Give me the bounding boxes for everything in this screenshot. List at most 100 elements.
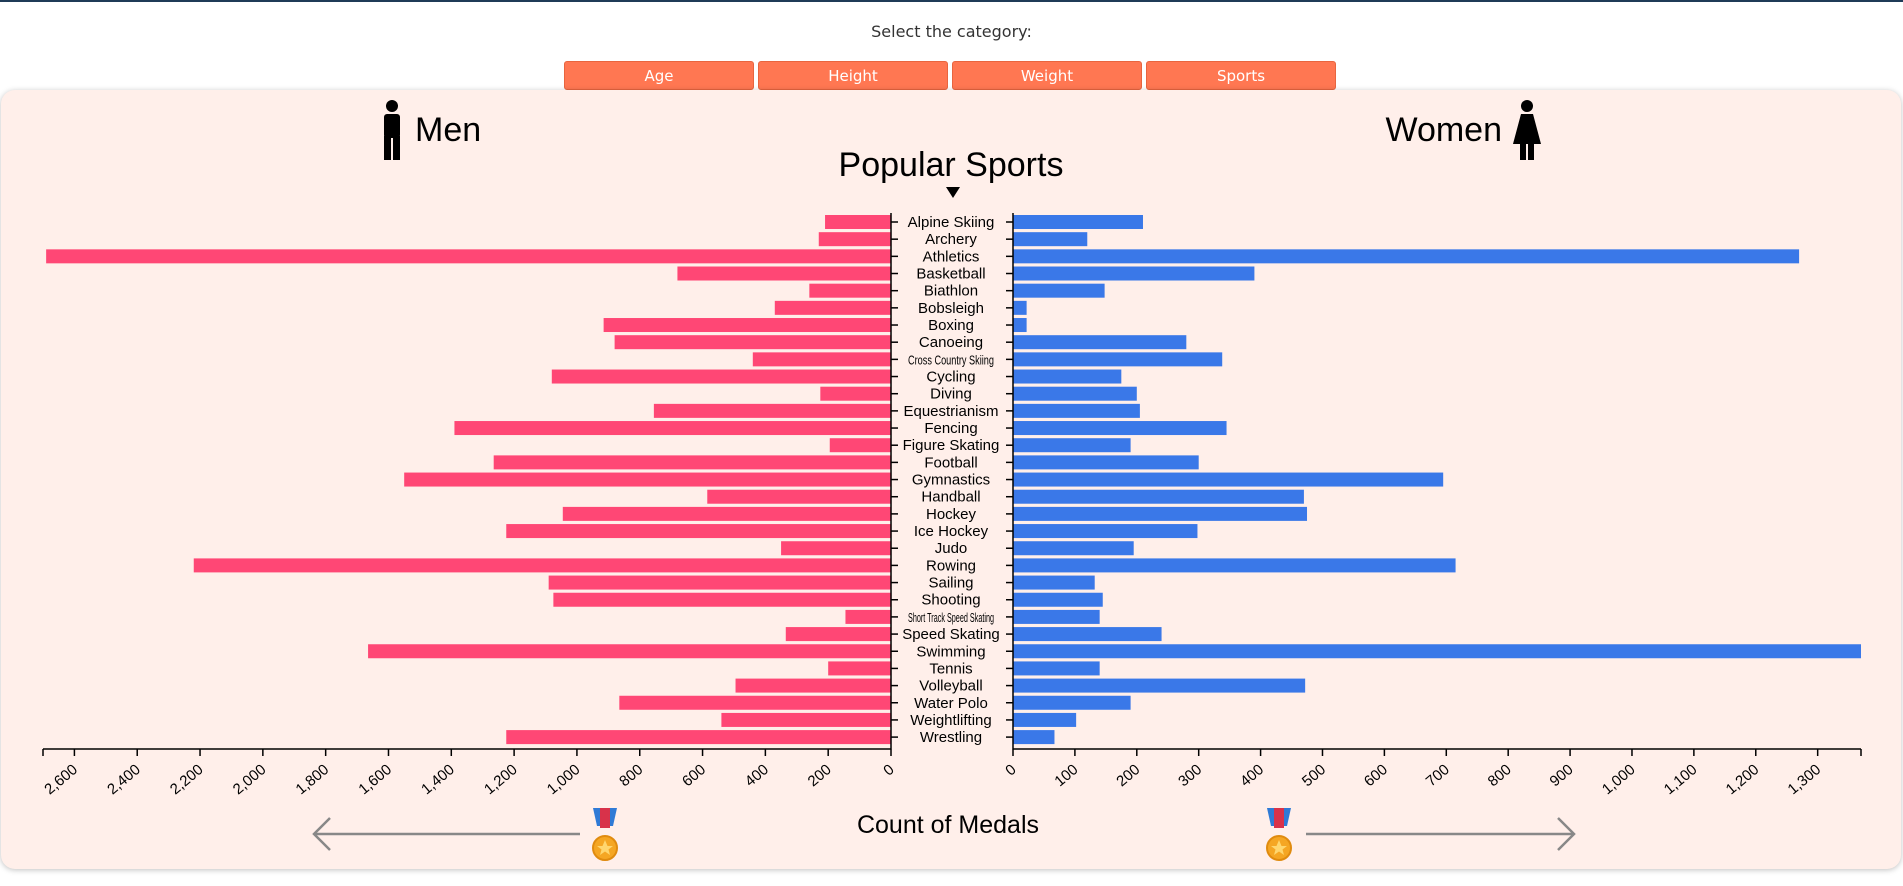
category-label: Basketball [916, 266, 985, 283]
men-bar-fencing[interactable] [454, 421, 891, 436]
category-label: Boxing [928, 317, 974, 334]
women-bar-cycling[interactable] [1013, 369, 1122, 384]
men-axis-tick-label: 2,200 [167, 761, 207, 798]
women-bar-volleyball[interactable] [1013, 678, 1306, 693]
sports-button[interactable]: Sports [1146, 61, 1336, 90]
men-bar-sailing[interactable] [548, 575, 891, 590]
women-bar-canoeing[interactable] [1013, 335, 1187, 350]
category-label: Swimming [916, 643, 985, 660]
women-bar-sailing[interactable] [1013, 575, 1095, 590]
men-axis-tick-label: 1,800 [293, 761, 333, 798]
women-bar-tennis[interactable] [1013, 661, 1100, 676]
women-bar-biathlon[interactable] [1013, 283, 1105, 298]
category-label: Bobsleigh [918, 300, 984, 317]
women-bar-equestrianism[interactable] [1013, 403, 1140, 418]
women-bar-hockey[interactable] [1013, 506, 1308, 521]
men-axis-tick-label: 400 [742, 761, 772, 790]
women-axis-tick-label: 900 [1547, 761, 1577, 790]
category-label: Archery [925, 231, 977, 248]
women-bar-cross-country-skiing[interactable] [1013, 352, 1223, 367]
women-bar-speed-skating[interactable] [1013, 627, 1162, 642]
men-bar-hockey[interactable] [562, 506, 891, 521]
men-bar-archery[interactable] [818, 232, 891, 247]
men-bar-rowing[interactable] [193, 558, 891, 573]
women-bar-fencing[interactable] [1013, 421, 1227, 436]
men-bar-athletics[interactable] [46, 249, 891, 264]
weight-button[interactable]: Weight [952, 61, 1142, 90]
category-label: Fencing [924, 420, 977, 437]
height-button[interactable]: Height [758, 61, 948, 90]
men-bar-volleyball[interactable] [735, 678, 891, 693]
men-axis-tick-label: 1,600 [355, 761, 395, 798]
men-bar-judo[interactable] [781, 541, 891, 556]
men-bar-figure-skating[interactable] [829, 438, 891, 453]
men-bar-swimming[interactable] [368, 644, 892, 659]
women-bar-figure-skating[interactable] [1013, 438, 1131, 453]
men-bar-water-polo[interactable] [619, 695, 891, 710]
men-bar-wrestling[interactable] [506, 730, 891, 745]
women-bar-diving[interactable] [1013, 386, 1137, 401]
category-prompt: Select the category: [871, 22, 1032, 41]
men-bar-ice-hockey[interactable] [506, 524, 891, 539]
men-bar-canoeing[interactable] [614, 335, 891, 350]
men-bar-bobsleigh[interactable] [774, 300, 891, 315]
category-label: Rowing [926, 557, 976, 574]
category-label: Shooting [921, 592, 980, 609]
women-bar-swimming[interactable] [1013, 644, 1861, 659]
women-label: Women [1385, 111, 1502, 149]
category-label: Equestrianism [903, 403, 998, 420]
women-bar-ice-hockey[interactable] [1013, 524, 1198, 539]
triangle-down-icon[interactable] [946, 187, 960, 198]
category-label: Athletics [923, 248, 980, 265]
men-bar-speed-skating[interactable] [785, 627, 891, 642]
men-bar-handball[interactable] [707, 489, 891, 504]
men-bar-short-track-speed-skating[interactable] [845, 609, 891, 624]
top-border [0, 0, 1903, 2]
women-bar-archery[interactable] [1013, 232, 1088, 247]
men-axis-tick-label: 600 [679, 761, 709, 790]
women-bar-alpine-skiing[interactable] [1013, 215, 1143, 229]
women-bar-water-polo[interactable] [1013, 695, 1131, 710]
men-bar-boxing[interactable] [603, 318, 891, 333]
category-label: Football [924, 454, 977, 471]
women-bar-judo[interactable] [1013, 541, 1134, 556]
women-bar-football[interactable] [1013, 455, 1199, 470]
right-arrow [1306, 817, 1576, 851]
women-bar-rowing[interactable] [1013, 558, 1456, 573]
men-bar-biathlon[interactable] [809, 283, 891, 298]
men-label: Men [415, 111, 481, 149]
men-bar-shooting[interactable] [553, 592, 891, 607]
women-bar-handball[interactable] [1013, 489, 1304, 504]
men-bar-diving[interactable] [820, 386, 891, 401]
women-axis-tick-label: 500 [1299, 761, 1329, 790]
category-label: Ice Hockey [914, 523, 989, 540]
women-bar-gymnastics[interactable] [1013, 472, 1444, 487]
women-axis-tick-label: 700 [1423, 761, 1453, 790]
men-bar-weightlifting[interactable] [721, 712, 891, 727]
category-label: Figure Skating [903, 437, 1000, 454]
category-label: Water Polo [914, 695, 988, 712]
men-bar-cross-country-skiing[interactable] [752, 352, 891, 367]
women-axis-tick-label: 1,200 [1723, 761, 1763, 798]
women-bar-bobsleigh[interactable] [1013, 300, 1027, 315]
men-axis-tick-label: 2,400 [104, 761, 144, 798]
women-bar-shooting[interactable] [1013, 592, 1103, 607]
women-bar-short-track-speed-skating[interactable] [1013, 609, 1100, 624]
age-button[interactable]: Age [564, 61, 754, 90]
men-bar-cycling[interactable] [551, 369, 891, 384]
men-bar-equestrianism[interactable] [653, 403, 891, 418]
men-bar-alpine-skiing[interactable] [825, 215, 891, 229]
women-bar-weightlifting[interactable] [1013, 712, 1077, 727]
category-label: Judo [935, 540, 968, 557]
men-axis-tick-label: 0 [880, 761, 897, 779]
women-axis-tick-label: 1,000 [1599, 761, 1639, 798]
women-bar-basketball[interactable] [1013, 266, 1255, 281]
women-bar-wrestling[interactable] [1013, 730, 1055, 745]
men-bar-gymnastics[interactable] [404, 472, 891, 487]
men-axis-tick-label: 200 [805, 761, 835, 790]
men-bar-basketball[interactable] [677, 266, 891, 281]
women-bar-athletics[interactable] [1013, 249, 1800, 264]
men-bar-tennis[interactable] [828, 661, 891, 676]
women-bar-boxing[interactable] [1013, 318, 1027, 333]
men-bar-football[interactable] [493, 455, 891, 470]
